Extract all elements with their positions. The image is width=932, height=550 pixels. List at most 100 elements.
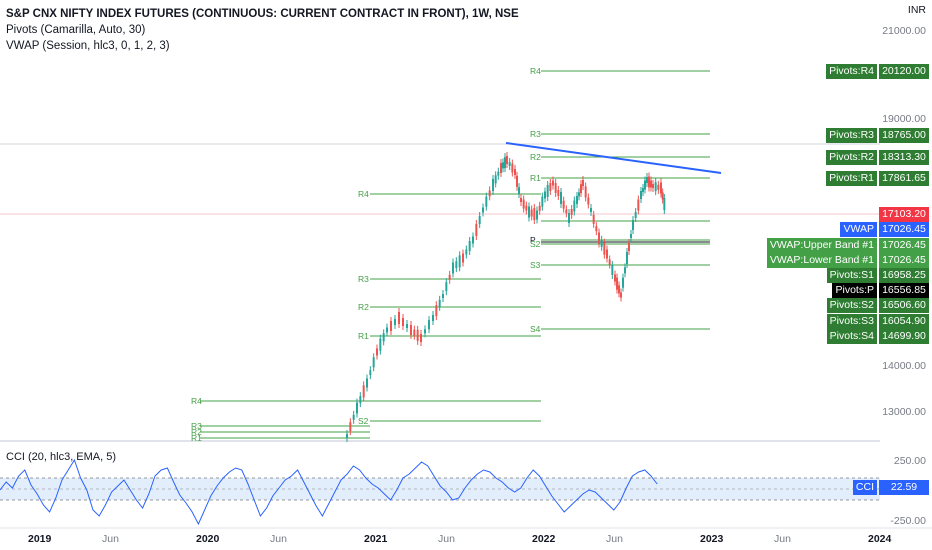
price-box: 17861.65 Pivots:R1: [789, 171, 929, 186]
candle: [557, 190, 560, 196]
candle: [640, 191, 642, 199]
indicator-cci[interactable]: CCI (20, hlc3, EMA, 5): [6, 451, 117, 463]
price-box: 18765.00 Pivots:R3: [789, 128, 929, 143]
time-tick: Jun: [606, 533, 623, 545]
candle: [657, 184, 660, 190]
candle: [538, 205, 541, 211]
trendline[interactable]: [505, 142, 722, 174]
candle: [518, 187, 520, 195]
pivot-label-r3: R3: [530, 129, 541, 139]
price-box: 17026.45 VWAP:Upper Band #1: [766, 238, 929, 253]
candle: [465, 249, 468, 255]
price-box: 17026.45 VWAP:Lower Band #1: [766, 253, 929, 268]
candle: [488, 190, 491, 197]
candle: [492, 179, 494, 191]
price-box-value: 16556.85: [879, 283, 929, 298]
candle: [541, 196, 544, 207]
candle: [624, 267, 626, 274]
candle: [349, 422, 352, 432]
pivot-label-r2: R2: [530, 152, 541, 162]
candle: [570, 209, 573, 215]
candle: [472, 236, 474, 244]
time-tick: 2022: [532, 533, 556, 545]
price-box-name: VWAP: [840, 222, 877, 237]
pivot-label-r3: R3: [358, 274, 369, 284]
candle: [424, 329, 426, 334]
price-box-name: VWAP:Upper Band #1: [766, 238, 877, 253]
indicator-vwap[interactable]: VWAP (Session, hlc3, 0, 1, 2, 3): [6, 40, 170, 52]
candle: [525, 205, 528, 211]
pivot-label-r1: R1: [530, 173, 541, 183]
price-axis[interactable]: INR 21000.00 19000.00 14000.00 13000.00 …: [880, 0, 932, 550]
price-box: 16556.85 Pivots:P: [789, 283, 929, 298]
time-tick: 2024: [868, 533, 892, 545]
candle: [455, 261, 458, 269]
price-box-value: 17026.45: [879, 253, 929, 268]
pivot-label-r4: R4: [530, 66, 541, 76]
candle: [587, 197, 590, 205]
candle: [634, 212, 637, 218]
candle: [528, 206, 530, 218]
candle: [611, 265, 614, 275]
candle: [560, 192, 562, 204]
candle: [516, 175, 518, 187]
time-tick: Jun: [102, 533, 119, 545]
candle: [420, 334, 422, 342]
candle: [435, 305, 438, 317]
pivot-label-r3: R3: [191, 421, 202, 431]
candle: [416, 329, 419, 341]
candle: [402, 318, 404, 326]
price-box-value: 18765.00: [879, 128, 929, 143]
candle: [379, 338, 382, 351]
time-tick: 2021: [364, 533, 388, 545]
candle: [592, 214, 595, 224]
candle: [637, 199, 640, 211]
pivot-label-s3: S3: [530, 260, 541, 270]
candle: [620, 292, 622, 298]
cci-line[interactable]: [0, 458, 658, 526]
candle: [497, 171, 500, 176]
candle: [511, 163, 514, 173]
price-box: 17103.20: [789, 207, 929, 222]
cci-tick: -250.00: [890, 515, 926, 527]
candle: [661, 192, 664, 200]
candle: [432, 315, 434, 321]
candle: [468, 241, 471, 251]
candle: [650, 180, 652, 188]
candle: [562, 200, 565, 209]
candle: [485, 196, 488, 207]
candle: [438, 299, 441, 307]
pivot-label-s4: S4: [530, 324, 541, 334]
price-box: 16958.25 Pivots:S1: [789, 268, 929, 283]
candle: [576, 196, 578, 204]
candle: [600, 239, 603, 247]
candle: [616, 277, 618, 290]
candle: [646, 177, 648, 183]
candle: [410, 325, 412, 335]
candle: [632, 220, 634, 230]
time-tick: 2019: [28, 533, 52, 545]
pivot-lines-2020: [200, 400, 541, 439]
candle: [533, 208, 536, 220]
pivot-label-s2: S2: [358, 416, 369, 426]
candle: [546, 185, 549, 197]
cci-value-box: 22.59 CCI: [829, 480, 929, 495]
candle: [626, 252, 628, 264]
price-box-value: 18313.30: [879, 150, 929, 165]
indicator-pivots[interactable]: Pivots (Camarilla, Auto, 30): [6, 24, 146, 36]
price-box-name: Pivots:P: [832, 283, 877, 298]
price-tick: 13000.00: [882, 406, 926, 418]
candle: [448, 274, 451, 280]
candle: [582, 180, 584, 186]
price-box-value: 16506.60: [879, 298, 929, 313]
price-box: 18313.30 Pivots:R2: [789, 150, 929, 165]
symbol-title[interactable]: S&P CNX NIFTY INDEX FUTURES (CONTINUOUS:…: [6, 8, 519, 20]
candle: [580, 184, 582, 194]
candlestick-series[interactable]: [346, 152, 666, 442]
candle: [494, 175, 497, 184]
candle: [644, 180, 646, 190]
candle: [458, 255, 461, 268]
candle: [475, 224, 478, 236]
candle: [628, 243, 630, 251]
